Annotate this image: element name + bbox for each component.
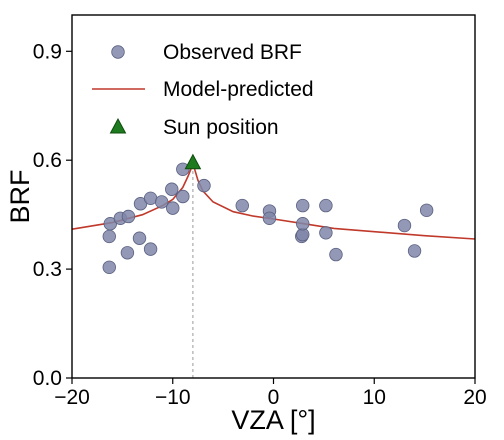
observed-point-13 (176, 189, 190, 204)
observed-point-10 (154, 195, 169, 209)
sun-position-marker (184, 153, 202, 170)
observed-point-25 (329, 247, 343, 262)
observed-point-11 (165, 182, 179, 196)
x-tick-label-3: 10 (363, 386, 386, 409)
observed-point-5 (121, 209, 136, 224)
observed-point-14 (176, 162, 190, 176)
legend-label-1: Model-predicted (163, 78, 314, 101)
observed-point-24 (319, 226, 333, 240)
observed-point-22 (296, 198, 310, 213)
ticks-layer: −20 −10 0 10 20 0.0 0.3 0.6 0.9 (33, 40, 487, 409)
y-axis-label: BRF (5, 170, 35, 224)
observed-point-12 (166, 201, 180, 215)
x-tick-label-1: −10 (155, 386, 191, 409)
legend-label-0: Observed BRF (163, 41, 302, 64)
y-tick-label-2: 0.6 (33, 149, 62, 172)
observed-point-16 (235, 198, 249, 213)
observed-point-23 (319, 198, 333, 213)
observed-point-27 (407, 244, 422, 258)
observed-point-4 (120, 246, 135, 260)
observed-point-21 (296, 217, 310, 231)
x-tick-label-4: 20 (463, 386, 486, 409)
plot-layer (71, 153, 476, 378)
observed-point-26 (397, 218, 412, 233)
observed-point-8 (143, 242, 158, 256)
x-tick-label-0: −20 (54, 386, 90, 409)
observed-point-1 (102, 229, 116, 244)
legend-observed-swatch (111, 45, 125, 59)
legend: Observed BRF Model-predicted Sun position (92, 41, 314, 139)
observed-point-9 (143, 191, 158, 206)
legend-sun-swatch (109, 117, 127, 134)
y-tick-label-1: 0.3 (33, 258, 62, 281)
y-tick-label-3: 0.9 (33, 40, 62, 63)
y-tick-label-0: 0.0 (33, 367, 62, 390)
observed-point-15 (197, 178, 211, 193)
legend-label-2: Sun position (163, 116, 279, 139)
x-axis-label: VZA [°] (231, 405, 315, 435)
x-tick-label-2: 0 (268, 386, 280, 409)
observed-point-28 (419, 203, 434, 217)
observed-point-18 (262, 211, 277, 225)
observed-point-0 (102, 260, 116, 274)
observed-point-6 (132, 231, 147, 245)
